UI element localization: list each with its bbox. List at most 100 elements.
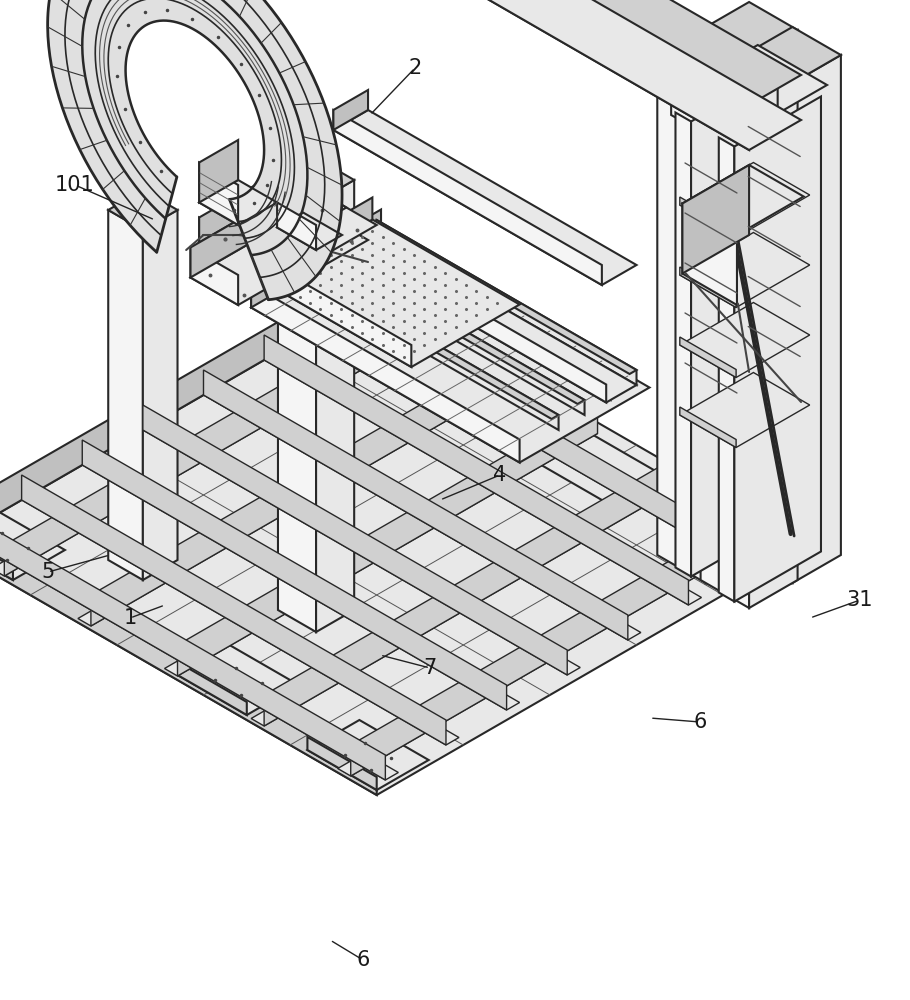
Polygon shape [199, 140, 238, 202]
Polygon shape [325, 300, 749, 570]
Polygon shape [204, 370, 628, 640]
Polygon shape [0, 510, 385, 780]
Polygon shape [734, 97, 821, 601]
Polygon shape [0, 326, 424, 576]
Polygon shape [177, 645, 298, 715]
Polygon shape [672, 95, 741, 155]
Text: 101: 101 [56, 175, 95, 195]
Polygon shape [657, 27, 754, 83]
Polygon shape [143, 210, 177, 580]
Polygon shape [273, 152, 312, 210]
Polygon shape [680, 162, 810, 237]
Polygon shape [199, 218, 281, 290]
Polygon shape [264, 260, 411, 367]
Polygon shape [701, 2, 797, 58]
Polygon shape [344, 235, 611, 389]
Polygon shape [190, 167, 329, 277]
Polygon shape [82, 440, 507, 710]
Polygon shape [308, 300, 429, 370]
Polygon shape [701, 80, 749, 608]
Polygon shape [680, 302, 810, 377]
Polygon shape [333, 110, 602, 285]
Polygon shape [749, 80, 797, 608]
Polygon shape [264, 353, 702, 605]
Polygon shape [143, 422, 581, 675]
Polygon shape [22, 492, 459, 745]
Polygon shape [82, 458, 520, 710]
Polygon shape [680, 407, 736, 448]
Polygon shape [264, 220, 520, 367]
Polygon shape [0, 265, 377, 545]
Polygon shape [793, 55, 841, 583]
Polygon shape [541, 435, 662, 505]
Polygon shape [369, 220, 636, 374]
Polygon shape [672, 45, 827, 135]
Polygon shape [719, 137, 734, 601]
Polygon shape [278, 180, 316, 632]
Polygon shape [108, 190, 177, 230]
Text: 7: 7 [423, 658, 437, 678]
Polygon shape [657, 55, 706, 583]
Text: 1: 1 [124, 608, 136, 628]
Polygon shape [0, 527, 13, 580]
Polygon shape [680, 372, 810, 448]
Polygon shape [394, 0, 749, 150]
Polygon shape [273, 188, 347, 230]
Polygon shape [143, 405, 567, 675]
Polygon shape [325, 250, 584, 415]
Polygon shape [78, 376, 511, 626]
Polygon shape [743, 27, 841, 83]
Polygon shape [251, 210, 381, 308]
Polygon shape [199, 162, 238, 225]
Polygon shape [342, 232, 636, 402]
Polygon shape [680, 197, 736, 237]
Polygon shape [377, 220, 636, 385]
Polygon shape [278, 202, 316, 250]
Polygon shape [165, 426, 598, 676]
Polygon shape [190, 198, 377, 305]
Polygon shape [5, 302, 424, 576]
Polygon shape [251, 284, 520, 462]
Polygon shape [749, 30, 797, 558]
Polygon shape [682, 204, 737, 305]
Polygon shape [318, 250, 584, 404]
Polygon shape [108, 210, 143, 580]
Polygon shape [316, 180, 354, 632]
Polygon shape [251, 232, 650, 462]
Polygon shape [292, 265, 559, 419]
Polygon shape [682, 165, 804, 235]
Polygon shape [338, 526, 771, 776]
Polygon shape [0, 528, 399, 780]
Polygon shape [333, 110, 636, 285]
Polygon shape [680, 232, 810, 308]
Polygon shape [350, 502, 771, 776]
Polygon shape [682, 165, 749, 273]
Polygon shape [350, 235, 611, 400]
Polygon shape [177, 662, 247, 715]
Polygon shape [680, 267, 736, 308]
Text: 6: 6 [357, 950, 369, 970]
Polygon shape [91, 353, 511, 626]
Polygon shape [199, 192, 368, 290]
Text: 2: 2 [409, 58, 421, 78]
Polygon shape [22, 475, 446, 745]
Polygon shape [701, 30, 749, 558]
Polygon shape [680, 337, 736, 377]
Polygon shape [251, 476, 684, 726]
Polygon shape [308, 737, 377, 790]
Polygon shape [701, 52, 797, 108]
Text: 6: 6 [693, 712, 707, 732]
Polygon shape [0, 515, 377, 795]
Polygon shape [394, 0, 801, 105]
Polygon shape [325, 318, 762, 570]
Polygon shape [342, 232, 606, 402]
Polygon shape [177, 402, 598, 676]
Polygon shape [199, 167, 286, 242]
Polygon shape [672, 510, 793, 580]
Polygon shape [264, 452, 684, 726]
Polygon shape [394, 0, 801, 150]
Polygon shape [0, 510, 65, 580]
Polygon shape [706, 55, 754, 583]
Polygon shape [278, 158, 354, 202]
Polygon shape [0, 295, 810, 795]
